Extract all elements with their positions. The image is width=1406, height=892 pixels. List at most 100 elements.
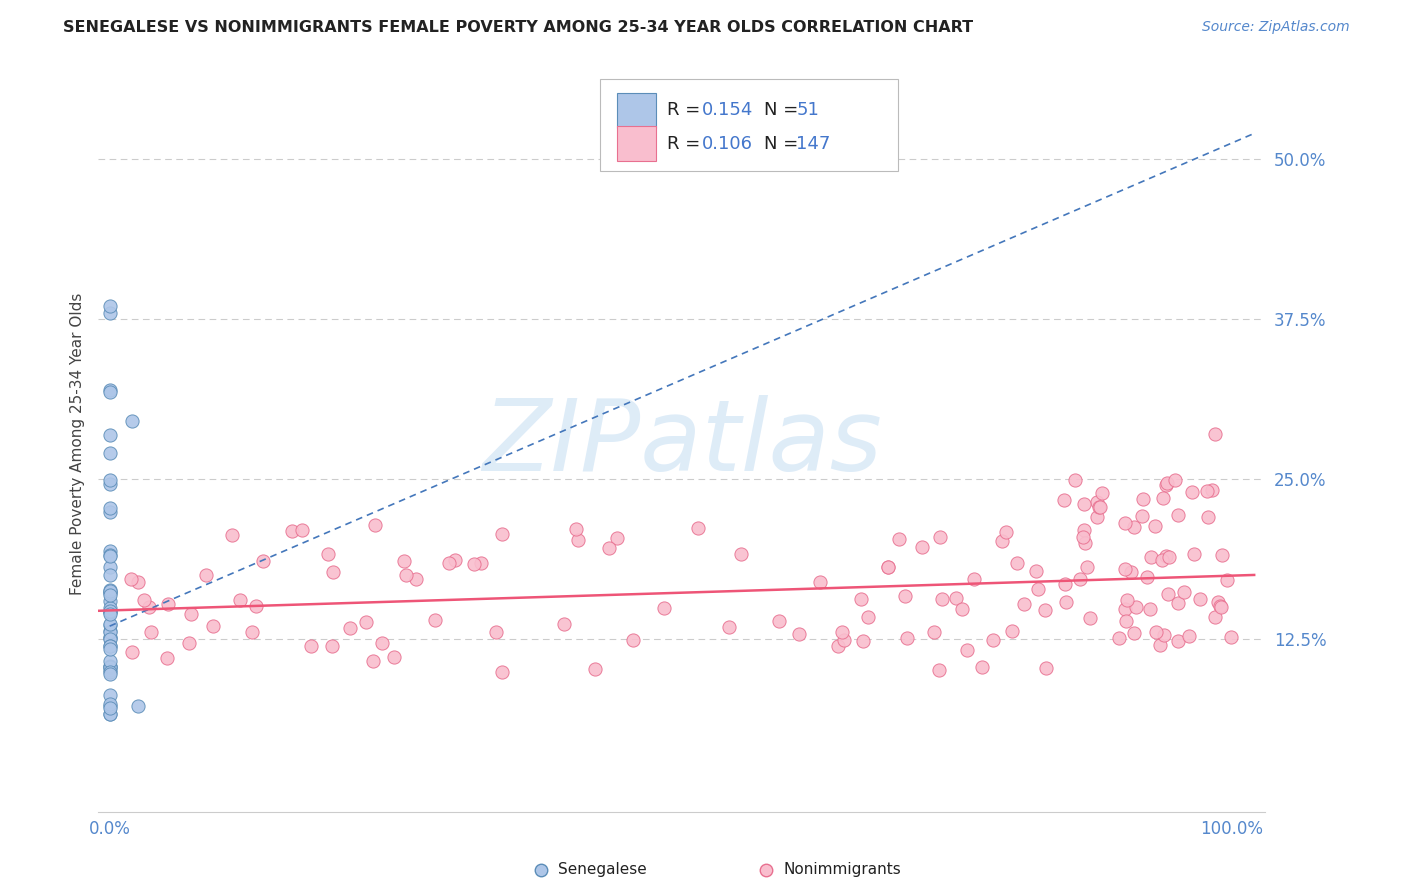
Text: Senegalese: Senegalese (558, 863, 647, 877)
Point (1178, 629, 1201, 643)
Point (354, 615, 377, 630)
Point (1025, 564, 1047, 578)
Point (98, 607, 121, 621)
Point (364, 518, 387, 533)
FancyBboxPatch shape (617, 126, 657, 161)
Point (1076, 560, 1098, 574)
Point (98, 667, 121, 681)
Point (827, 640, 849, 654)
Point (98, 505, 121, 519)
Point (553, 617, 575, 632)
Point (229, 593, 252, 607)
Point (485, 624, 508, 639)
Text: N =: N = (763, 135, 804, 153)
Point (392, 554, 415, 568)
Point (1139, 602, 1161, 616)
Point (1167, 508, 1189, 523)
Point (970, 660, 993, 674)
Point (127, 699, 149, 714)
Point (339, 621, 361, 635)
Point (281, 524, 304, 538)
Point (98, 642, 121, 657)
Point (1073, 523, 1095, 537)
Point (299, 639, 322, 653)
Point (98, 305, 121, 319)
Point (252, 554, 274, 568)
Point (98, 654, 121, 668)
Point (1182, 547, 1205, 561)
Point (1005, 556, 1028, 570)
Point (1136, 569, 1159, 583)
Point (1125, 599, 1147, 614)
Point (195, 568, 218, 582)
Point (98, 299, 121, 313)
Point (1054, 595, 1077, 609)
Point (849, 592, 872, 607)
Point (470, 557, 492, 571)
Point (931, 592, 953, 607)
Point (1115, 614, 1137, 628)
Text: R =: R = (666, 101, 706, 119)
Point (768, 614, 790, 628)
Point (121, 645, 143, 659)
Point (437, 556, 460, 570)
Point (1167, 634, 1189, 648)
Point (1156, 476, 1178, 491)
Point (567, 533, 589, 547)
Point (963, 572, 986, 586)
Point (1085, 495, 1108, 509)
Point (1123, 626, 1146, 640)
Point (1152, 491, 1174, 506)
Point (856, 610, 879, 624)
Point (1154, 478, 1177, 492)
Point (924, 625, 946, 640)
Point (1144, 624, 1167, 639)
Text: SENEGALESE VS NONIMMIGRANTS FEMALE POVERTY AMONG 25-34 YEAR OLDS CORRELATION CHA: SENEGALESE VS NONIMMIGRANTS FEMALE POVER… (63, 20, 973, 35)
Point (929, 530, 952, 544)
Point (1064, 473, 1087, 487)
Point (98, 501, 121, 516)
Point (98, 445, 121, 459)
Point (98, 585, 121, 599)
Point (1114, 516, 1136, 530)
Point (1216, 573, 1239, 587)
Point (1195, 484, 1218, 499)
Point (98, 548, 121, 562)
Point (877, 559, 900, 574)
Point (463, 557, 485, 571)
Point (787, 627, 810, 641)
Point (127, 575, 149, 590)
Point (98, 383, 121, 397)
Point (1153, 628, 1175, 642)
Point (120, 573, 142, 587)
Text: 0.106: 0.106 (702, 135, 752, 153)
Point (1053, 492, 1076, 507)
Point (1071, 530, 1094, 544)
Point (1116, 593, 1139, 607)
Point (321, 639, 343, 653)
Point (98, 660, 121, 674)
Point (121, 414, 143, 428)
Point (606, 531, 628, 545)
Point (717, 620, 740, 634)
Point (98, 659, 121, 673)
Point (395, 568, 418, 582)
Point (810, 575, 832, 590)
Point (831, 625, 853, 640)
Point (1201, 483, 1223, 497)
Point (1139, 549, 1161, 564)
Point (98, 624, 121, 638)
Point (98, 700, 121, 714)
Point (1119, 566, 1142, 580)
Point (179, 635, 201, 649)
Point (1132, 492, 1154, 507)
Point (384, 649, 406, 664)
Point (444, 553, 467, 567)
Point (423, 613, 446, 627)
Point (1197, 509, 1219, 524)
Point (201, 618, 224, 632)
Point (491, 527, 513, 541)
Text: R =: R = (666, 135, 706, 153)
Point (370, 635, 392, 649)
Point (994, 525, 1017, 540)
